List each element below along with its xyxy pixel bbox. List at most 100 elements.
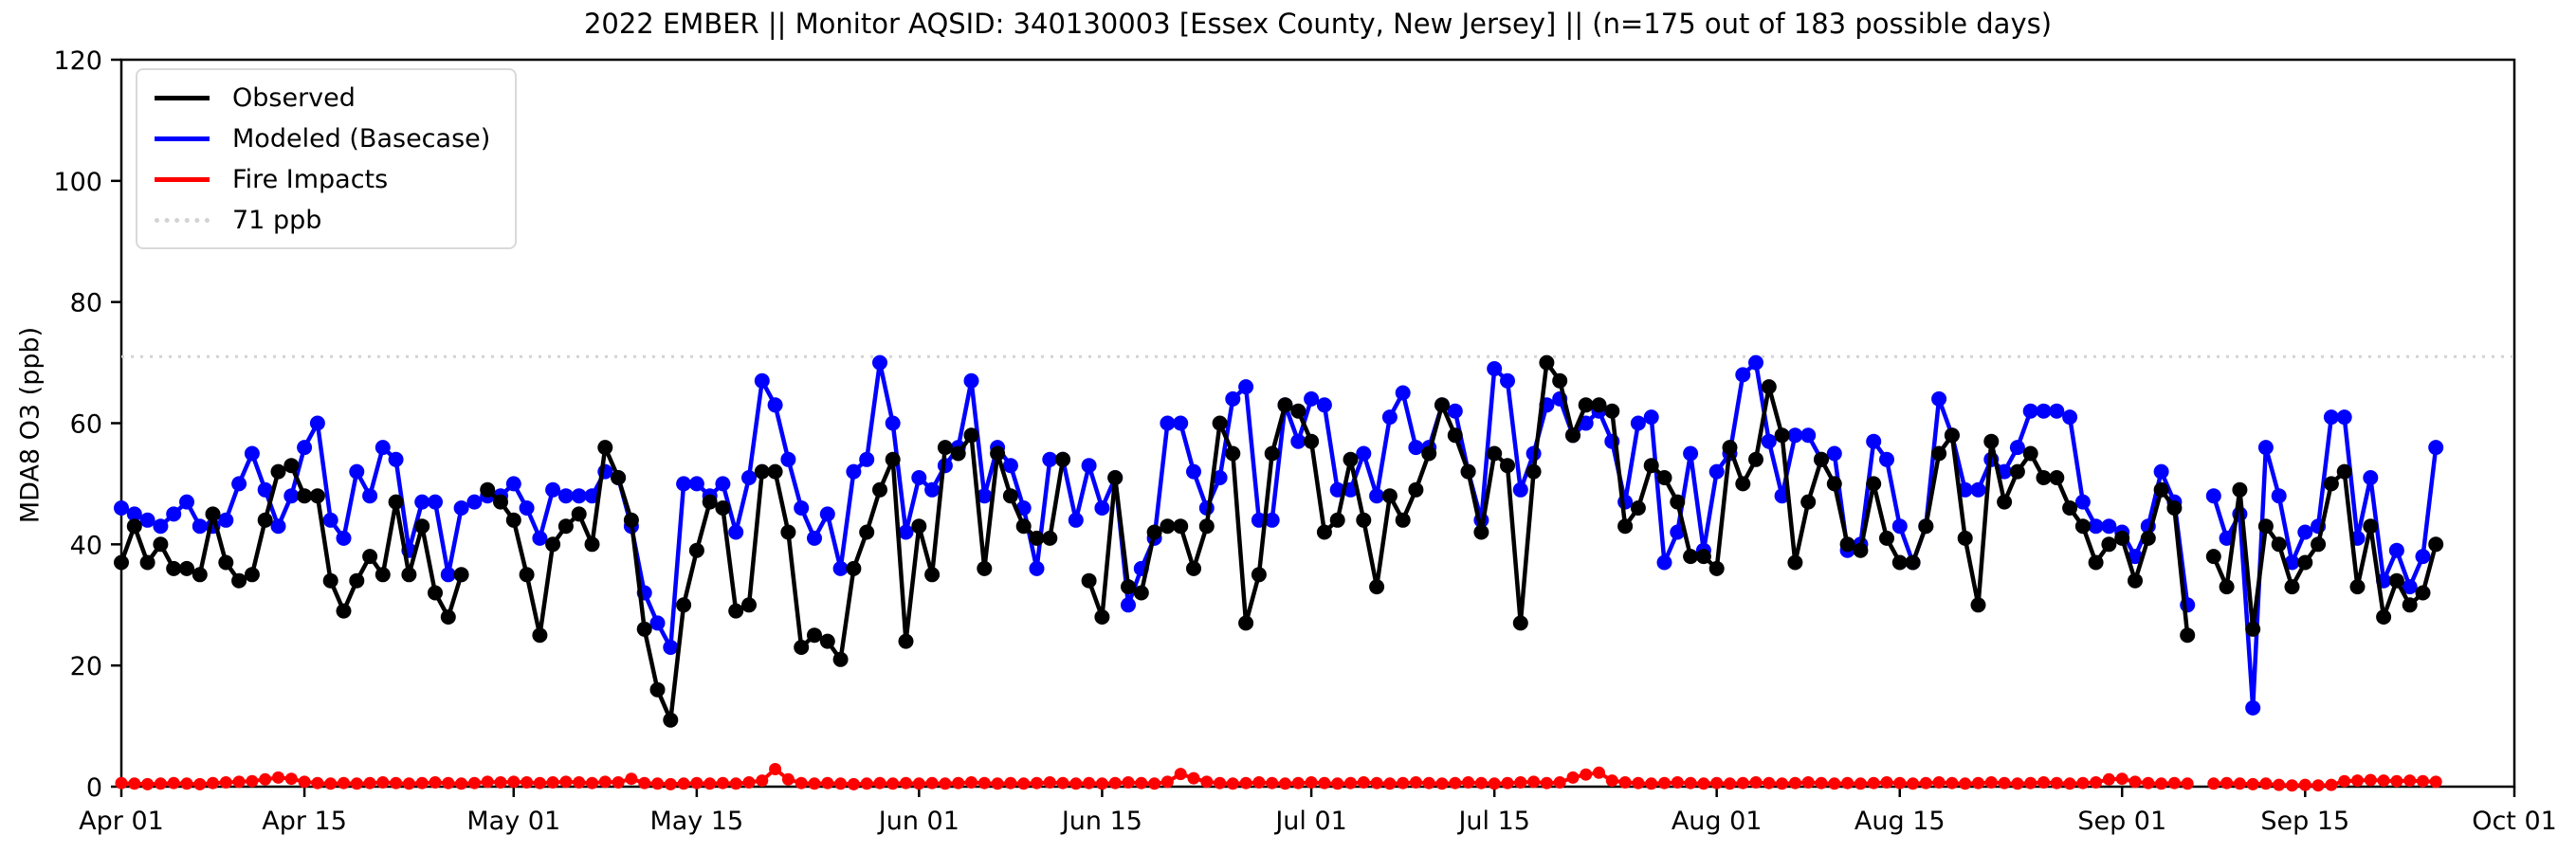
data-point-fire	[2273, 778, 2286, 791]
data-point-modeled	[428, 494, 443, 510]
data-point-fire	[219, 776, 232, 789]
data-point-observed	[2415, 585, 2431, 601]
data-point-fire	[1724, 777, 1736, 790]
data-point-observed	[2022, 445, 2038, 462]
data-point-observed	[1617, 518, 1634, 535]
data-point-fire	[207, 776, 219, 789]
data-point-observed	[1264, 445, 1280, 462]
data-point-observed	[1343, 451, 1359, 467]
data-point-fire	[1017, 777, 1031, 790]
data-point-fire	[952, 776, 965, 789]
data-point-modeled	[1708, 463, 1725, 480]
data-point-fire	[376, 776, 390, 789]
data-point-observed	[2062, 500, 2078, 516]
data-point-observed	[1800, 494, 1817, 510]
data-point-modeled	[2153, 463, 2169, 480]
data-point-fire	[442, 776, 455, 789]
data-point-modeled	[819, 506, 835, 522]
data-point-observed	[1761, 379, 1777, 395]
data-point-modeled	[1304, 390, 1320, 407]
data-point-modeled	[1029, 560, 1045, 576]
data-point-observed	[1173, 518, 1189, 535]
data-point-observed	[1133, 585, 1149, 601]
data-point-fire	[1632, 776, 1645, 789]
data-point-observed	[924, 567, 941, 583]
data-point-modeled	[1238, 379, 1254, 395]
data-point-fire	[2220, 776, 2234, 789]
data-point-observed	[2009, 463, 2025, 480]
data-point-modeled	[1866, 433, 1882, 449]
legend-item-fire-impacts: Fire Impacts	[155, 163, 490, 195]
data-point-observed	[2428, 536, 2444, 553]
x-tick-label: May 15	[649, 807, 743, 836]
data-point-modeled	[1630, 415, 1646, 431]
data-point-observed	[1198, 518, 1215, 535]
data-point-observed	[702, 494, 718, 510]
data-point-modeled	[2074, 494, 2091, 510]
data-point-modeled	[1735, 367, 1751, 383]
data-point-modeled	[192, 518, 208, 535]
data-point-fire	[1357, 776, 1370, 789]
data-point-fire	[1566, 771, 1580, 784]
data-point-fire	[834, 777, 848, 790]
data-point-observed	[1512, 615, 1528, 631]
data-point-observed	[1434, 397, 1450, 413]
data-point-fire	[128, 777, 141, 790]
data-point-fire	[2115, 772, 2128, 786]
data-point-observed	[1853, 542, 1869, 558]
data-point-modeled	[1500, 372, 1515, 389]
data-point-observed	[1487, 445, 1503, 462]
data-point-modeled	[911, 470, 927, 485]
data-point-observed	[2128, 572, 2143, 589]
data-point-observed	[1826, 476, 1842, 492]
data-point-modeled	[1670, 524, 1686, 540]
data-point-modeled	[179, 494, 194, 510]
data-point-fire	[154, 777, 167, 790]
data-point-observed	[2205, 549, 2221, 565]
data-point-observed	[1160, 518, 1176, 535]
data-point-modeled	[218, 512, 234, 528]
data-point-fire	[1815, 776, 1828, 789]
data-point-modeled	[153, 518, 169, 535]
data-point-modeled	[872, 354, 887, 371]
data-point-modeled	[519, 500, 535, 516]
data-point-observed	[728, 603, 744, 619]
data-point-fire	[1788, 776, 1801, 789]
data-point-fire	[2311, 779, 2325, 792]
data-point-fire	[651, 777, 664, 790]
data-point-fire	[2298, 778, 2311, 791]
data-point-fire	[1422, 776, 1435, 789]
data-point-observed	[322, 572, 338, 589]
data-point-fire	[1344, 776, 1357, 789]
data-point-observed	[1042, 530, 1058, 546]
data-point-modeled	[1800, 427, 1817, 444]
data-point-fire	[2233, 777, 2246, 790]
legend-item-label: Observed	[232, 82, 356, 113]
data-point-fire	[2011, 777, 2024, 790]
data-point-fire	[1004, 776, 1017, 789]
data-point-fire	[1984, 776, 1998, 789]
data-point-fire	[1214, 776, 1227, 789]
data-point-observed	[1304, 433, 1320, 449]
data-point-fire	[703, 777, 717, 790]
data-point-fire	[232, 775, 246, 789]
data-point-modeled	[859, 451, 875, 467]
data-point-modeled	[832, 560, 849, 576]
data-point-modeled	[1970, 481, 1986, 498]
data-point-modeled	[885, 415, 901, 431]
data-point-fire	[1841, 776, 1854, 789]
data-point-modeled	[1787, 427, 1803, 444]
data-point-observed	[1604, 403, 1620, 419]
data-point-observed	[2402, 597, 2418, 613]
y-tick-label: 0	[86, 773, 102, 803]
data-point-observed	[754, 463, 770, 480]
data-point-observed	[1905, 554, 1921, 571]
data-point-fire	[1226, 777, 1239, 790]
data-point-fire	[1684, 776, 1697, 789]
data-point-modeled	[2415, 549, 2431, 565]
data-point-modeled	[1173, 415, 1189, 431]
data-point-modeled	[231, 476, 247, 492]
data-point-fire	[1200, 775, 1214, 789]
data-point-observed	[950, 445, 966, 462]
